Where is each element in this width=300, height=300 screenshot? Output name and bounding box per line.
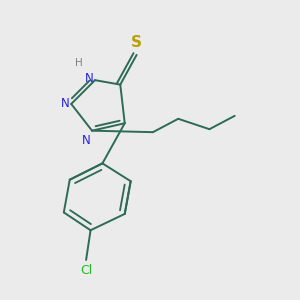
Text: N: N [61, 98, 70, 110]
Text: Cl: Cl [80, 264, 92, 278]
Text: S: S [131, 35, 142, 50]
Text: N: N [82, 134, 91, 147]
Text: N: N [85, 72, 94, 85]
Text: H: H [75, 58, 83, 68]
